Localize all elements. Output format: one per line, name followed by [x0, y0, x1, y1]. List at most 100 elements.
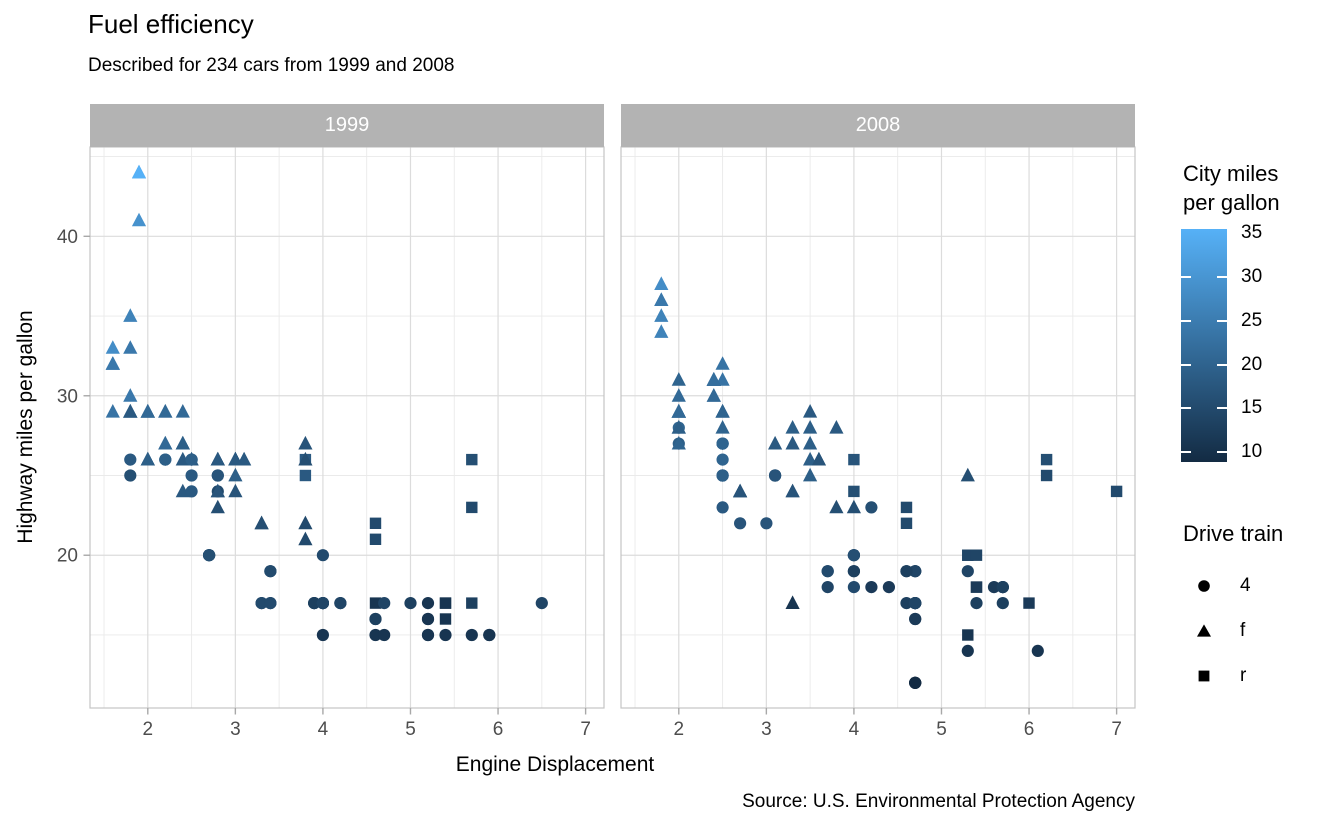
data-point: [654, 308, 669, 322]
colorbar-tick: [1181, 407, 1191, 410]
data-point: [962, 629, 974, 641]
data-point: [1031, 644, 1044, 658]
panel-border: [89, 146, 605, 709]
x-tick-label: 6: [1024, 719, 1035, 740]
data-point: [131, 164, 147, 179]
colorbar-label: 25: [1241, 309, 1263, 331]
data-point: [369, 533, 382, 545]
data-point: [439, 628, 452, 642]
data-point: [466, 501, 478, 514]
data-point: [847, 581, 861, 594]
data-point: [785, 435, 800, 450]
chart-caption: Source: U.S. Environmental Protection Ag…: [742, 791, 1135, 812]
data-point: [210, 483, 225, 498]
data-point: [421, 628, 435, 642]
data-point: [900, 597, 913, 610]
legend-item-label: 4: [1240, 575, 1251, 596]
data-point: [123, 404, 138, 418]
colorbar-tick: [1181, 275, 1191, 278]
chart-title: Fuel efficiency: [88, 9, 254, 39]
data-point: [715, 356, 730, 370]
data-point: [465, 628, 478, 642]
data-point: [987, 581, 1001, 594]
data-point: [769, 469, 782, 482]
data-point: [299, 469, 312, 482]
data-point: [228, 483, 243, 498]
data-point: [716, 453, 729, 466]
data-point: [421, 612, 435, 626]
data-point: [316, 597, 329, 610]
data-point: [123, 340, 138, 354]
data-point: [124, 469, 137, 482]
data-point: [961, 644, 974, 658]
data-point: [105, 404, 120, 418]
x-tick-label: 7: [580, 719, 591, 740]
data-point: [671, 388, 686, 402]
legend-item-4: 4: [1190, 572, 1330, 600]
colorbar-title: City miles per gallon: [1183, 159, 1280, 217]
data-point: [970, 597, 983, 610]
colorbar-tick: [1217, 451, 1227, 454]
data-point: [105, 356, 120, 370]
data-point: [996, 581, 1009, 594]
data-point: [829, 420, 844, 434]
data-point: [228, 451, 243, 466]
data-point: [900, 517, 913, 529]
colorbar-tick: [1217, 407, 1227, 410]
legend-item-f: f: [1190, 617, 1330, 645]
x-tick-label: 5: [405, 719, 416, 740]
data-point: [706, 388, 721, 402]
data-point: [829, 499, 844, 514]
data-point: [1110, 485, 1123, 498]
data-point: [803, 404, 818, 418]
colorbar-label: 30: [1241, 265, 1263, 287]
chart-subtitle: Described for 234 cars from 1999 and 200…: [88, 55, 455, 76]
colorbar-tick: [1181, 363, 1191, 366]
facet-strip-2008: 2008: [621, 104, 1135, 147]
data-point: [865, 581, 878, 594]
colorbar-title-line2: per gallon: [1183, 190, 1280, 215]
data-point: [123, 308, 138, 322]
data-point: [848, 453, 860, 466]
data-point: [970, 581, 983, 593]
data-point: [716, 501, 729, 514]
data-point: [996, 597, 1009, 610]
data-point: [369, 628, 382, 642]
colorbar-title-line1: City miles: [1183, 161, 1279, 186]
data-point: [803, 435, 818, 450]
data-point: [421, 597, 435, 610]
data-point: [203, 549, 216, 562]
data-point: [483, 628, 496, 642]
data-point: [298, 515, 313, 530]
data-point: [1040, 453, 1053, 466]
data-point: [298, 531, 313, 546]
x-tick-label: 4: [318, 719, 329, 740]
data-point: [716, 469, 729, 482]
x-tick-label: 2: [143, 719, 154, 740]
data-point: [848, 485, 860, 498]
circle-glyph-icon: [1198, 580, 1210, 592]
data-point: [131, 212, 147, 227]
data-point: [140, 451, 155, 466]
data-point: [210, 451, 225, 466]
data-point: [308, 597, 321, 610]
data-point: [264, 597, 277, 610]
colorbar-gradient: [1181, 229, 1227, 462]
data-point: [298, 435, 313, 450]
data-point: [961, 565, 974, 578]
data-point: [671, 420, 686, 434]
x-tick-label: 6: [493, 719, 504, 740]
data-point: [803, 467, 818, 482]
y-axis-title: Highway miles per gallon: [14, 310, 37, 544]
y-tick-label: 40: [57, 227, 78, 248]
data-point: [846, 499, 861, 514]
data-point: [185, 469, 198, 482]
x-tick-label: 4: [849, 719, 860, 740]
colorbar-tick: [1181, 319, 1191, 322]
data-point: [811, 451, 826, 466]
legend-item-r: r: [1190, 662, 1330, 690]
y-tick-label: 30: [57, 386, 78, 407]
data-point: [369, 612, 382, 626]
data-point: [970, 549, 983, 561]
